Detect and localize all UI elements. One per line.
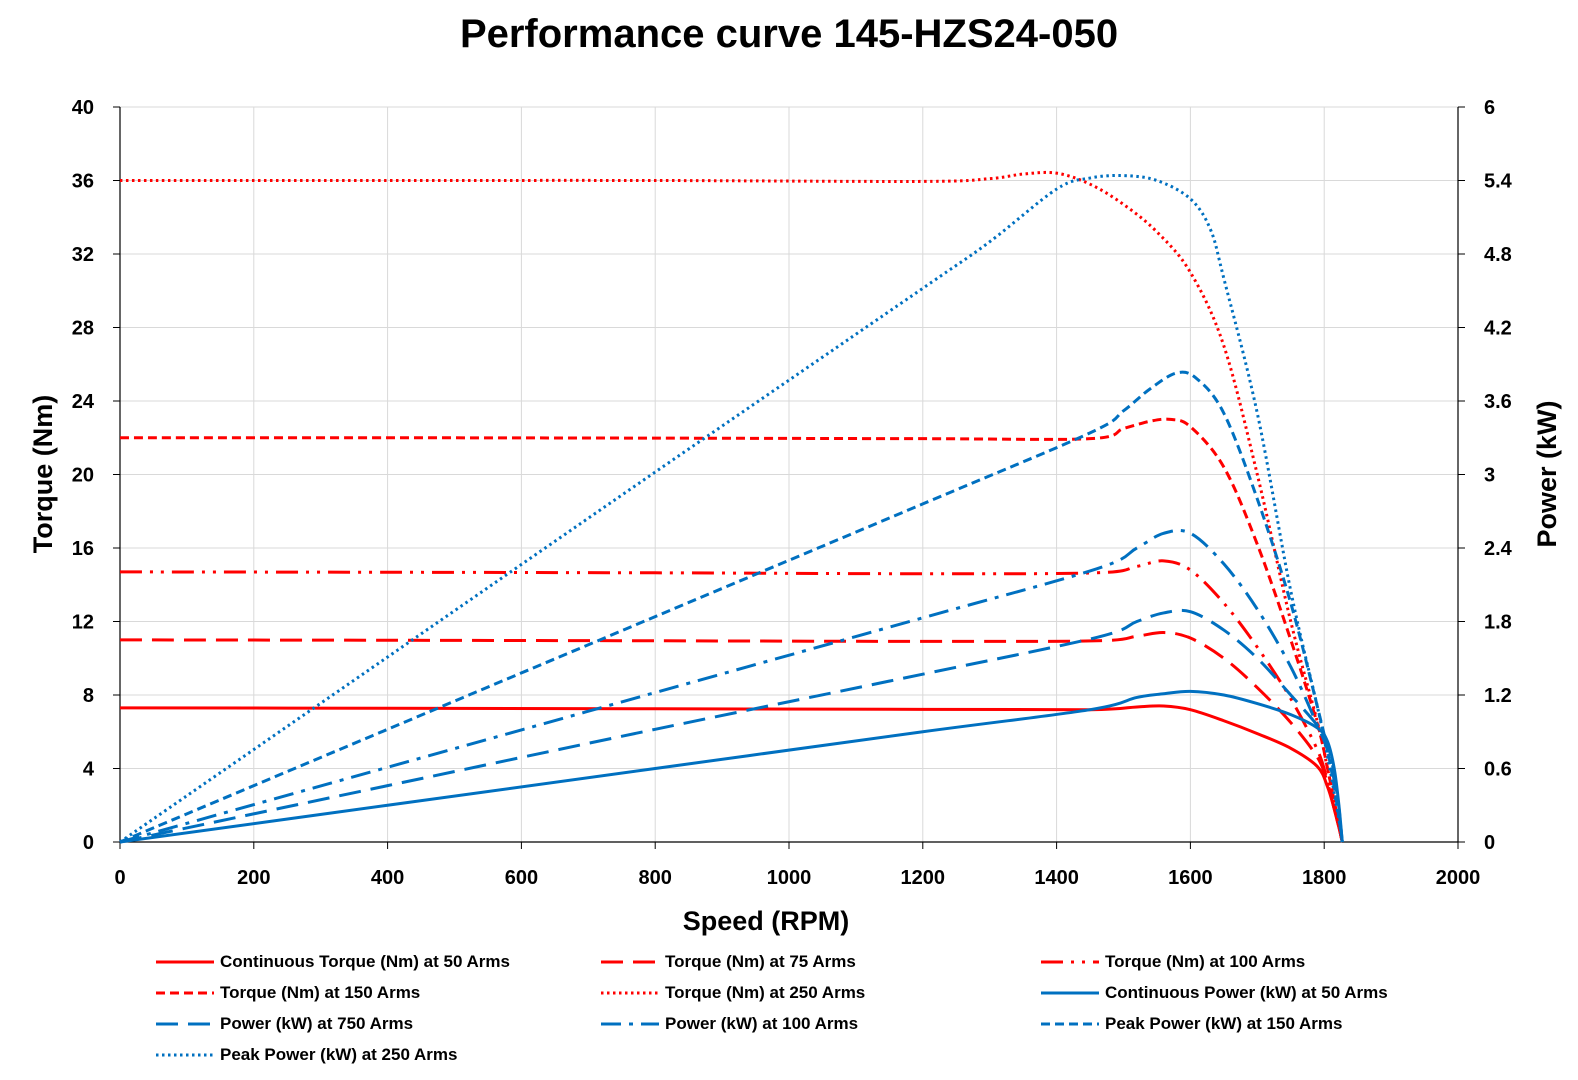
series-line-3 xyxy=(119,559,1344,843)
series-line-4 xyxy=(119,417,1344,843)
x-tick-label: 2000 xyxy=(1436,867,1481,889)
y-tick-label: 24 xyxy=(72,391,95,413)
series-line-9 xyxy=(119,370,1344,844)
x-tick-label: 800 xyxy=(639,867,672,889)
legend-swatch xyxy=(156,1053,214,1057)
x-tick-label: 600 xyxy=(505,867,538,889)
series-line-5 xyxy=(120,170,1344,843)
y2-tick-label: 2.4 xyxy=(1484,538,1513,560)
legend-label: Torque (Nm) at 100 Arms xyxy=(1105,952,1306,971)
legend-swatch xyxy=(156,991,214,995)
series-line-2 xyxy=(119,631,1344,843)
y-tick-label: 20 xyxy=(72,465,94,487)
y2-tick-label: 4.8 xyxy=(1484,244,1512,266)
y-tick-label: 36 xyxy=(72,171,94,193)
legend-label: Torque (Nm) at 250 Arms xyxy=(665,983,866,1002)
y2-tick-label: 6 xyxy=(1484,97,1495,119)
y2-tick-label: 4.2 xyxy=(1484,318,1512,340)
y-tick-label: 4 xyxy=(83,759,95,781)
legend-label: Power (kW) at 100 Arms xyxy=(665,1014,859,1033)
legend-swatch xyxy=(601,1022,659,1026)
y2-tick-label: 5.4 xyxy=(1484,171,1513,193)
series-line-7 xyxy=(119,608,1344,844)
y-tick-label: 32 xyxy=(72,244,94,266)
chart-title: Performance curve 145-HZS24-050 xyxy=(459,12,1119,56)
y2-tick-label: 3.6 xyxy=(1484,391,1512,413)
x-tick-label: 1800 xyxy=(1302,867,1347,889)
y2-tick-label: 1.8 xyxy=(1484,612,1512,634)
y2-tick-label: 1.2 xyxy=(1484,685,1512,707)
y2-tick-label: 0 xyxy=(1484,832,1495,854)
y-tick-label: 16 xyxy=(72,538,94,560)
x-tick-label: 200 xyxy=(237,867,270,889)
legend-swatch xyxy=(156,960,214,964)
y2-axis-title: Power (kW) xyxy=(1532,400,1562,547)
legend-item: Continuous Torque (Nm) at 50 Arms xyxy=(150,950,510,974)
y-tick-label: 12 xyxy=(72,612,94,634)
legend-item: Torque (Nm) at 150 Arms xyxy=(150,981,420,1005)
x-axis-title: Speed (RPM) xyxy=(683,906,850,936)
legend-swatch xyxy=(601,991,659,995)
x-tick-label: 1400 xyxy=(1034,867,1079,889)
legend-swatch xyxy=(1041,960,1099,964)
y-tick-label: 28 xyxy=(72,318,94,340)
y-tick-label: 0 xyxy=(83,832,94,854)
x-tick-label: 1000 xyxy=(767,867,812,889)
series-line-10 xyxy=(119,173,1344,844)
legend-label: Continuous Power (kW) at 50 Arms xyxy=(1105,983,1388,1002)
legend-label: Torque (Nm) at 150 Arms xyxy=(220,983,421,1002)
x-tick-label: 1600 xyxy=(1168,867,1213,889)
legend-swatch xyxy=(156,1022,214,1026)
series-line-8 xyxy=(119,528,1344,844)
legend-swatch xyxy=(1041,991,1099,995)
y-tick-label: 40 xyxy=(72,97,94,119)
y-tick-label: 8 xyxy=(83,685,94,707)
legend-item: Torque (Nm) at 250 Arms xyxy=(595,981,865,1005)
legend-label: Power (kW) at 750 Arms xyxy=(220,1014,414,1033)
legend-item: Torque (Nm) at 100 Arms xyxy=(1035,950,1305,974)
legend-label: Continuous Torque (Nm) at 50 Arms xyxy=(220,952,510,971)
legend-item: Peak Power (kW) at 150 Arms xyxy=(1035,1012,1342,1036)
y2-tick-label: 0.6 xyxy=(1484,759,1512,781)
legend-item: Power (kW) at 750 Arms xyxy=(150,1012,413,1036)
legend-label: Peak Power (kW) at 250 Arms xyxy=(220,1045,458,1064)
y-axis-title: Torque (Nm) xyxy=(28,395,58,553)
series-layer xyxy=(119,170,1344,844)
x-tick-label: 400 xyxy=(371,867,404,889)
legend-item: Power (kW) at 100 Arms xyxy=(595,1012,858,1036)
legend-item: Torque (Nm) at 75 Arms xyxy=(595,950,856,974)
legend-swatch xyxy=(1041,1022,1099,1026)
series-line-1 xyxy=(119,704,1344,843)
gridlines xyxy=(120,106,1458,842)
y2-tick-label: 3 xyxy=(1484,465,1495,487)
legend-swatch xyxy=(601,960,659,964)
legend-item: Peak Power (kW) at 250 Arms xyxy=(150,1043,457,1067)
x-tick-label: 0 xyxy=(114,867,125,889)
legend-label: Peak Power (kW) at 150 Arms xyxy=(1105,1014,1343,1033)
axes xyxy=(113,106,1465,849)
legend-item: Continuous Power (kW) at 50 Arms xyxy=(1035,981,1388,1005)
x-tick-label: 1200 xyxy=(901,867,946,889)
legend-label: Torque (Nm) at 75 Arms xyxy=(665,952,856,971)
